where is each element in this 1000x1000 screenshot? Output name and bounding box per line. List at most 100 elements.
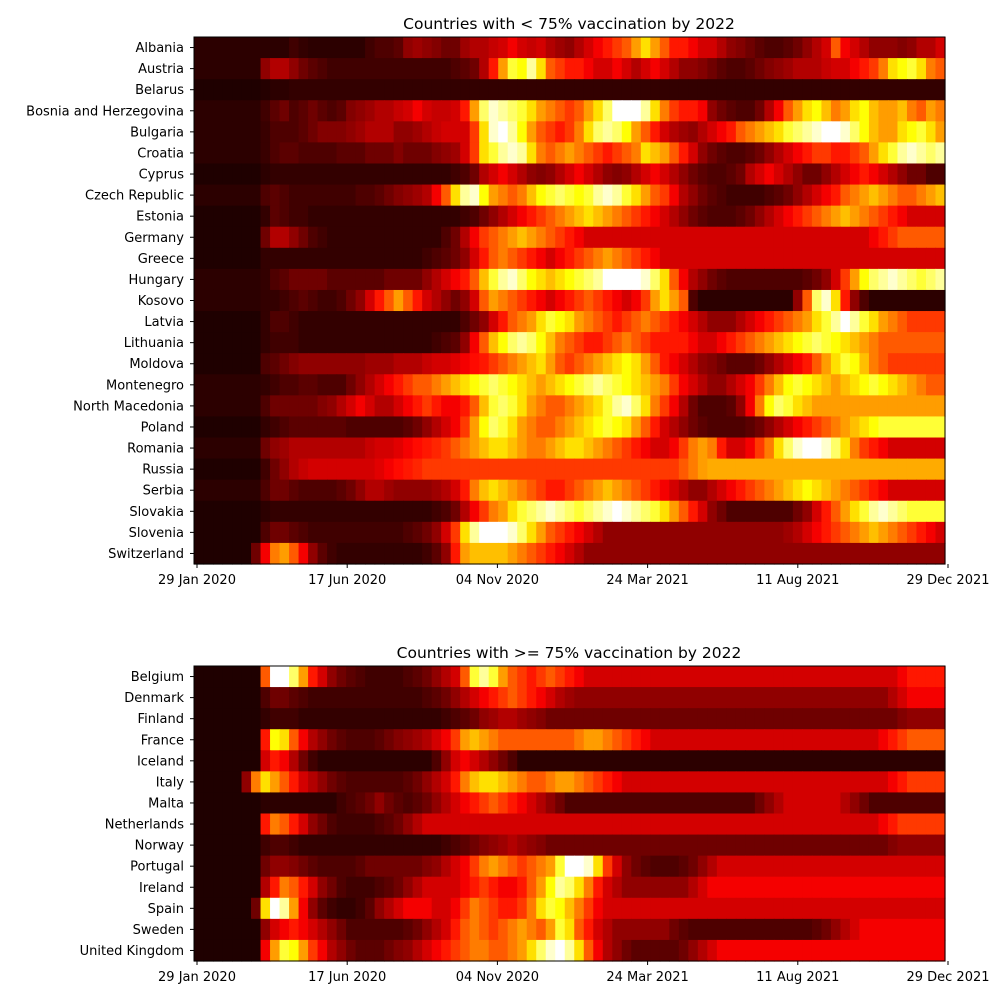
heatmap-cell [602, 708, 613, 730]
heatmap-cell [232, 311, 243, 333]
heatmap-cell [612, 500, 623, 523]
heatmap-cell [735, 37, 746, 59]
heatmap-cell [507, 708, 518, 730]
heatmap-cell [621, 58, 632, 80]
heatmap-cell [431, 374, 442, 396]
heatmap-cell [593, 876, 604, 899]
heatmap-cell [536, 247, 547, 270]
heatmap-cell [441, 918, 452, 941]
heatmap-cell [384, 37, 395, 59]
heatmap-cell [507, 897, 518, 920]
heatmap-cell [412, 100, 423, 122]
heatmap-cell [821, 58, 832, 80]
heatmap-cell [403, 876, 414, 899]
heatmap-cell [726, 771, 737, 794]
heatmap-cell [241, 918, 252, 941]
heatmap-cell [308, 792, 319, 815]
heatmap-cell [716, 918, 727, 941]
heatmap-cell [754, 813, 765, 836]
heatmap-cell [507, 184, 518, 207]
heatmap-cell [441, 876, 452, 899]
heatmap-cell [403, 666, 414, 688]
heatmap-cell [336, 708, 347, 730]
heatmap-cell [811, 268, 823, 291]
heatmap-cell [308, 666, 319, 688]
heatmap-cell [564, 79, 575, 101]
heatmap-cell [279, 897, 290, 920]
heatmap-cell [279, 500, 290, 523]
heatmap-cell [935, 289, 946, 312]
heatmap-cell [393, 855, 404, 878]
heatmap-cell [450, 500, 461, 523]
heatmap-cell [374, 521, 385, 544]
heatmap-cell [346, 500, 357, 523]
y-tick-label: Slovenia [129, 526, 184, 541]
heatmap-cell [374, 437, 385, 460]
heatmap-cell [260, 813, 271, 836]
heatmap-cell [555, 876, 566, 899]
heatmap-cell [840, 353, 851, 375]
heatmap-cell [716, 479, 727, 502]
heatmap-cell [384, 813, 395, 836]
heatmap-cell [384, 479, 395, 502]
heatmap-cell [203, 205, 214, 228]
heatmap-cell [222, 458, 233, 481]
heatmap-cell [745, 666, 756, 688]
heatmap-cell [469, 289, 480, 312]
heatmap-cell [754, 876, 765, 899]
heatmap-cell [773, 897, 784, 920]
heatmap-cell [422, 771, 433, 794]
heatmap-cell [517, 395, 528, 418]
y-tick-label: Sweden [133, 923, 184, 938]
heatmap-cell [213, 542, 224, 565]
heatmap-cell [412, 542, 423, 565]
heatmap-cell [745, 100, 756, 122]
heatmap-cell [526, 311, 537, 333]
heatmap-cell [279, 268, 290, 291]
heatmap-cell [260, 500, 271, 523]
heatmap-cell [488, 163, 499, 186]
heatmap-cell [450, 374, 461, 396]
heatmap-cell [716, 437, 727, 460]
heatmap-cell [545, 521, 556, 544]
heatmap-cell [935, 79, 946, 101]
heatmap-cell [830, 247, 842, 270]
heatmap-cell [697, 58, 708, 80]
heatmap-cell [194, 939, 205, 962]
heatmap-cell [384, 666, 395, 688]
heatmap-cell [260, 100, 271, 122]
heatmap-cell [517, 792, 528, 815]
heatmap-cell [450, 479, 461, 502]
heatmap-cell [460, 897, 471, 920]
heatmap-cell [526, 708, 537, 730]
heatmap-cell [222, 918, 233, 941]
heatmap-cell [935, 37, 946, 59]
heatmap-cell [707, 395, 718, 418]
heatmap-cell [441, 268, 452, 291]
heatmap-cell [393, 374, 404, 396]
heatmap-cell [811, 666, 823, 688]
heatmap-cell [222, 939, 233, 962]
heatmap-cell [830, 58, 842, 80]
heatmap-cell [688, 666, 699, 688]
heatmap-cell [669, 184, 680, 207]
heatmap-cell [669, 142, 680, 165]
heatmap-cell [393, 311, 404, 333]
heatmap-cell [298, 855, 309, 878]
heatmap-cell [935, 855, 946, 878]
heatmap-cell [640, 395, 651, 418]
heatmap-cell [764, 100, 775, 122]
heatmap-cell [783, 353, 794, 375]
heatmap-cell [631, 918, 642, 941]
heatmap-cell [821, 416, 832, 439]
heatmap-cell [811, 142, 823, 165]
heatmap-cell [374, 353, 385, 375]
heatmap-cell [241, 353, 252, 375]
heatmap-cell [403, 37, 414, 59]
heatmap-cell [935, 792, 946, 815]
heatmap-cell [232, 918, 243, 941]
heatmap-cell [669, 58, 680, 80]
heatmap-cell [545, 918, 556, 941]
heatmap-cell [821, 876, 832, 899]
heatmap-cell [479, 771, 490, 794]
